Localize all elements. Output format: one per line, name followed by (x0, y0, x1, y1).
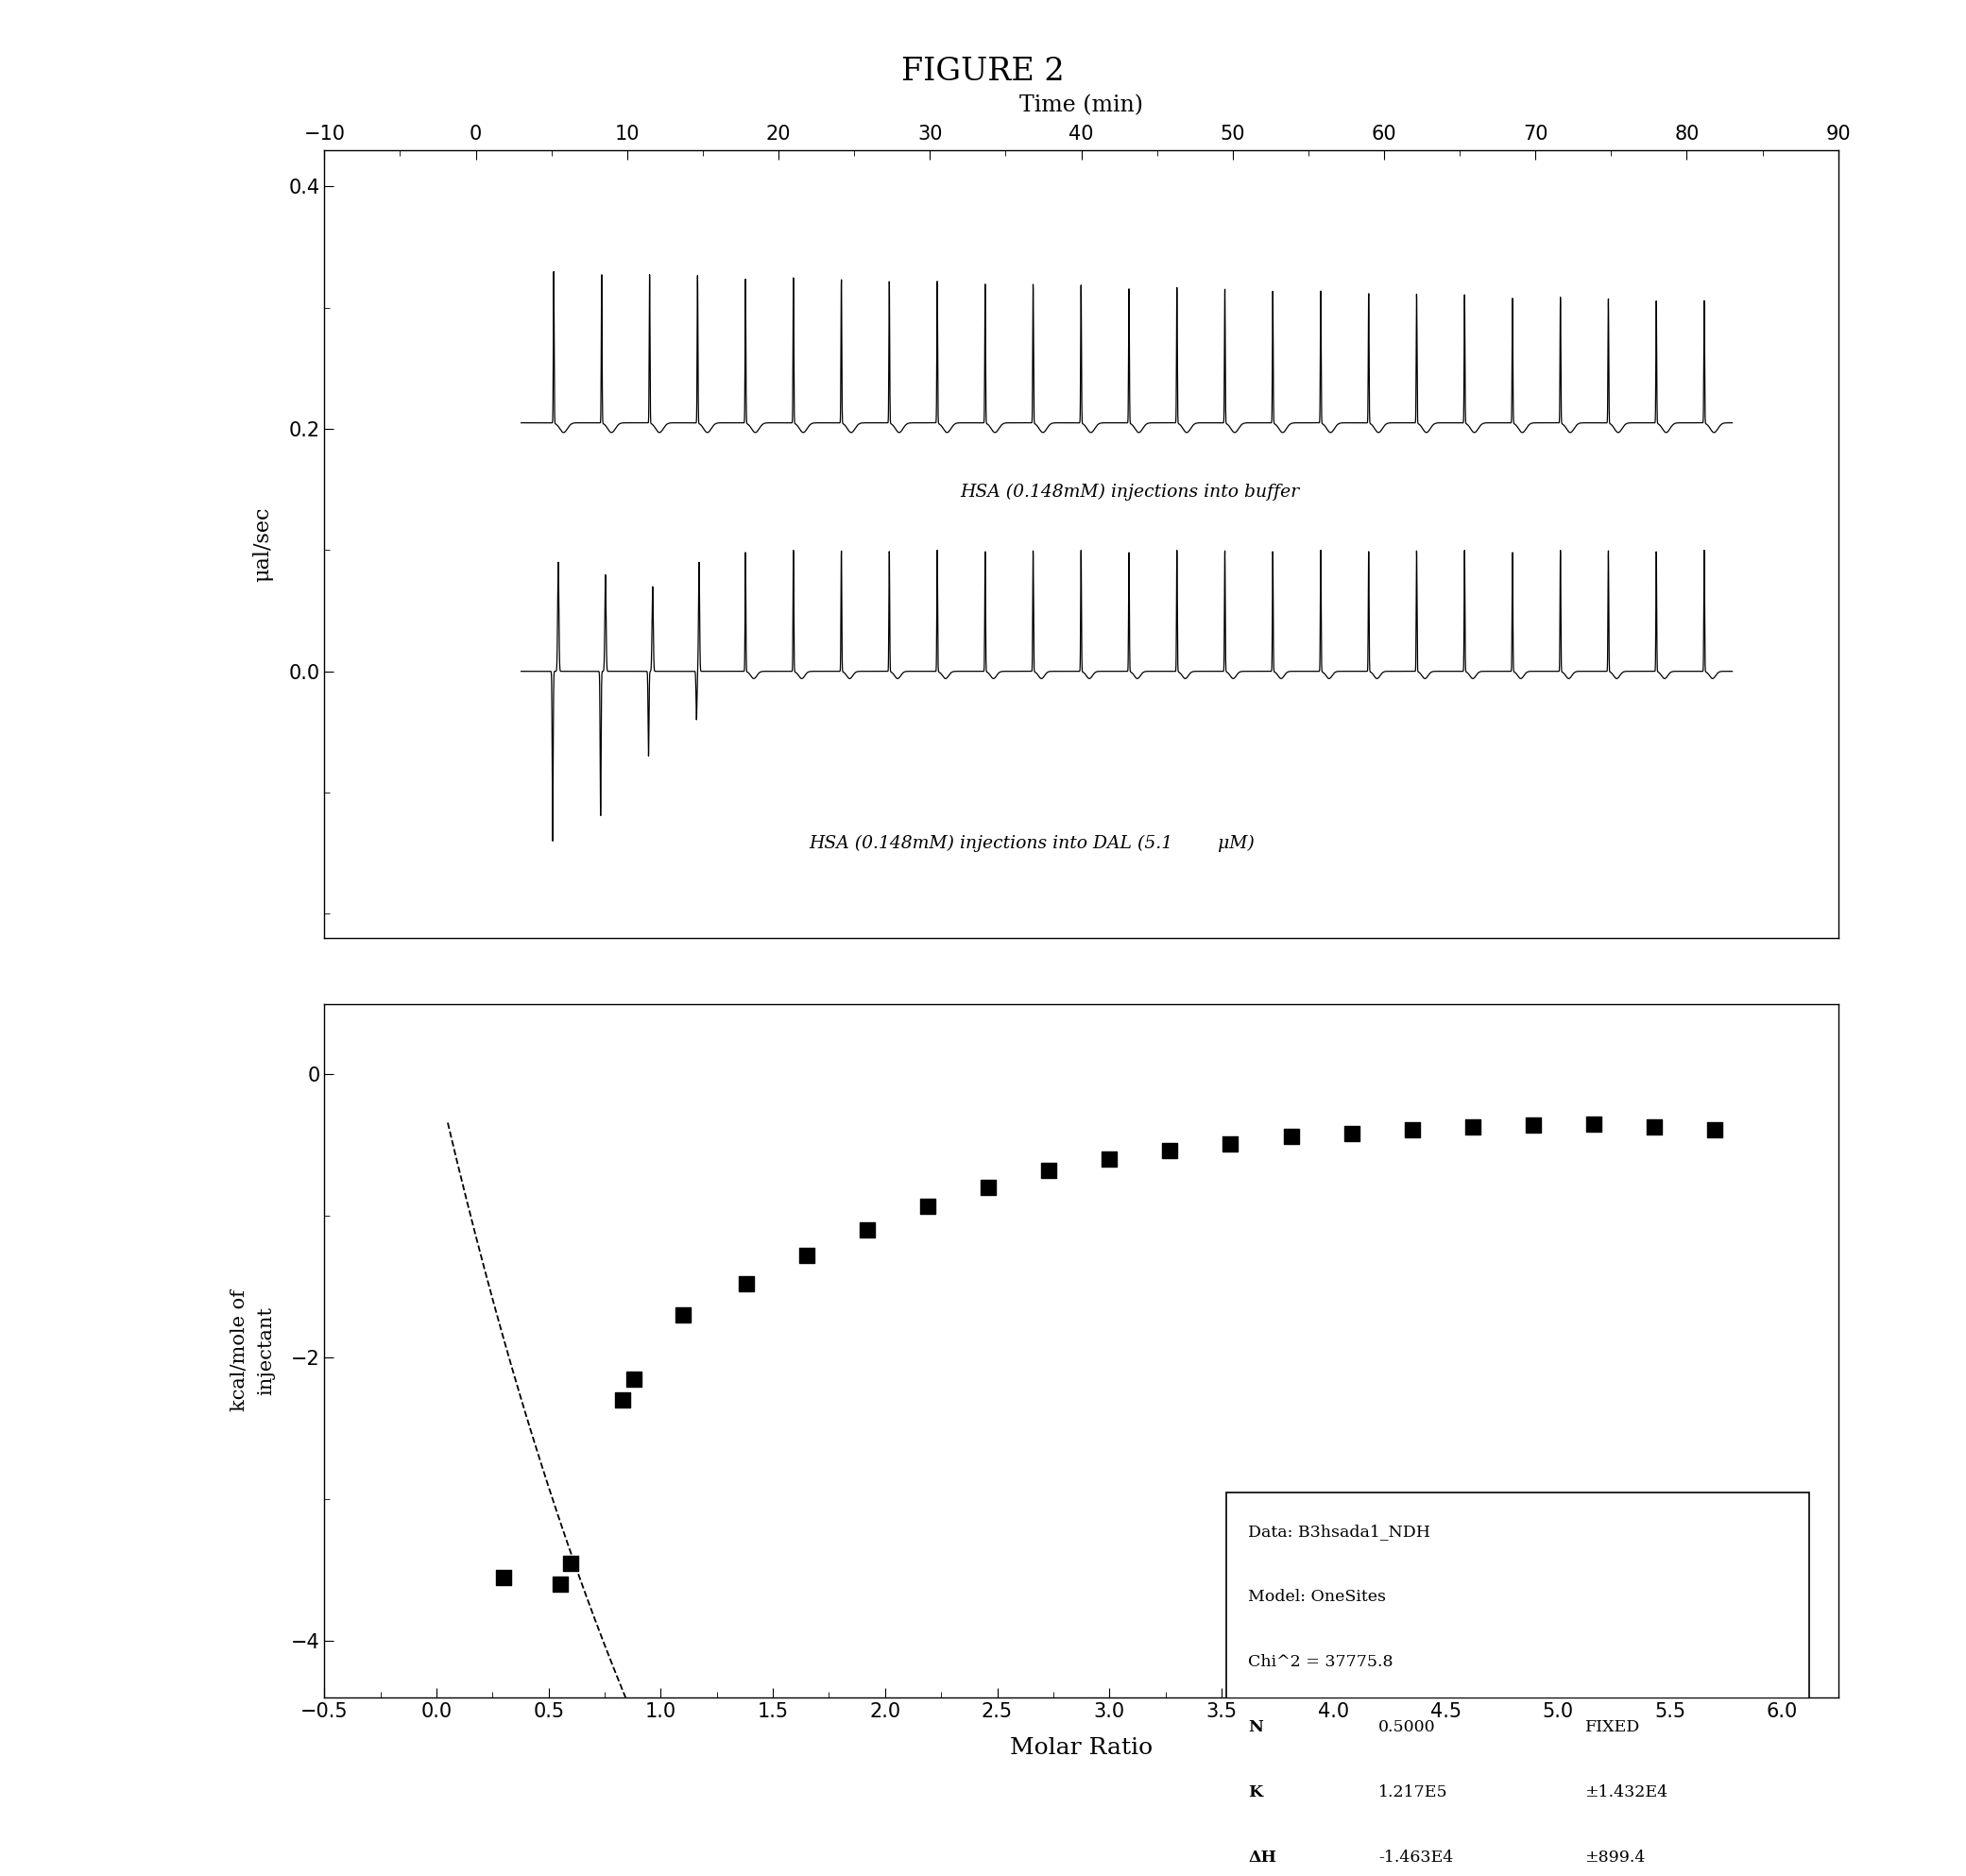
Text: 1.217E5: 1.217E5 (1378, 1784, 1449, 1801)
Point (607, 1384, 639, 1415)
Point (912, 1191, 944, 1221)
Point (1396, 1114, 1427, 1144)
Point (790, 1240, 822, 1270)
Point (1154, 1137, 1185, 1167)
Text: HSA (0.148mM) injections into DAL (5.1        μM): HSA (0.148mM) injections into DAL (5.1 μ… (808, 835, 1254, 852)
Point (729, 1270, 761, 1300)
Text: Model: OneSites: Model: OneSites (1248, 1589, 1386, 1604)
Point (1699, 1114, 1730, 1144)
Text: Data: B3hsada1_NDH: Data: B3hsada1_NDH (1248, 1523, 1431, 1540)
Point (545, 1570, 576, 1600)
Point (1276, 1122, 1307, 1152)
Point (1032, 1156, 1064, 1186)
Point (1093, 1144, 1125, 1174)
Point (488, 1563, 519, 1593)
Text: ±899.4: ±899.4 (1585, 1850, 1646, 1865)
Point (617, 1364, 649, 1394)
X-axis label: Molar Ratio: Molar Ratio (1011, 1737, 1152, 1758)
Text: ±1.432E4: ±1.432E4 (1585, 1784, 1667, 1801)
Point (668, 1300, 700, 1330)
Point (1579, 1109, 1610, 1139)
Text: -1.463E4: -1.463E4 (1378, 1850, 1453, 1865)
Point (1215, 1129, 1246, 1159)
Point (973, 1172, 1005, 1203)
Text: FIGURE 2: FIGURE 2 (902, 56, 1064, 86)
Point (851, 1216, 883, 1246)
Text: ΔH: ΔH (1248, 1850, 1276, 1865)
Y-axis label: μal/sec: μal/sec (252, 507, 273, 582)
Point (1518, 1111, 1549, 1141)
Y-axis label: kcal/mole of
injectant: kcal/mole of injectant (230, 1291, 275, 1411)
Text: N: N (1248, 1718, 1264, 1735)
Text: Chi^2 = 37775.8: Chi^2 = 37775.8 (1248, 1655, 1394, 1670)
X-axis label: Time (min): Time (min) (1020, 94, 1142, 116)
Point (1457, 1112, 1488, 1142)
Point (554, 1548, 586, 1578)
Text: FIXED: FIXED (1585, 1718, 1640, 1735)
Text: 0.5000: 0.5000 (1378, 1718, 1435, 1735)
Point (1335, 1118, 1366, 1148)
Point (1638, 1112, 1669, 1142)
Text: K: K (1248, 1784, 1262, 1801)
FancyBboxPatch shape (1227, 1493, 1809, 1876)
Text: HSA (0.148mM) injections into buffer: HSA (0.148mM) injections into buffer (959, 484, 1300, 501)
